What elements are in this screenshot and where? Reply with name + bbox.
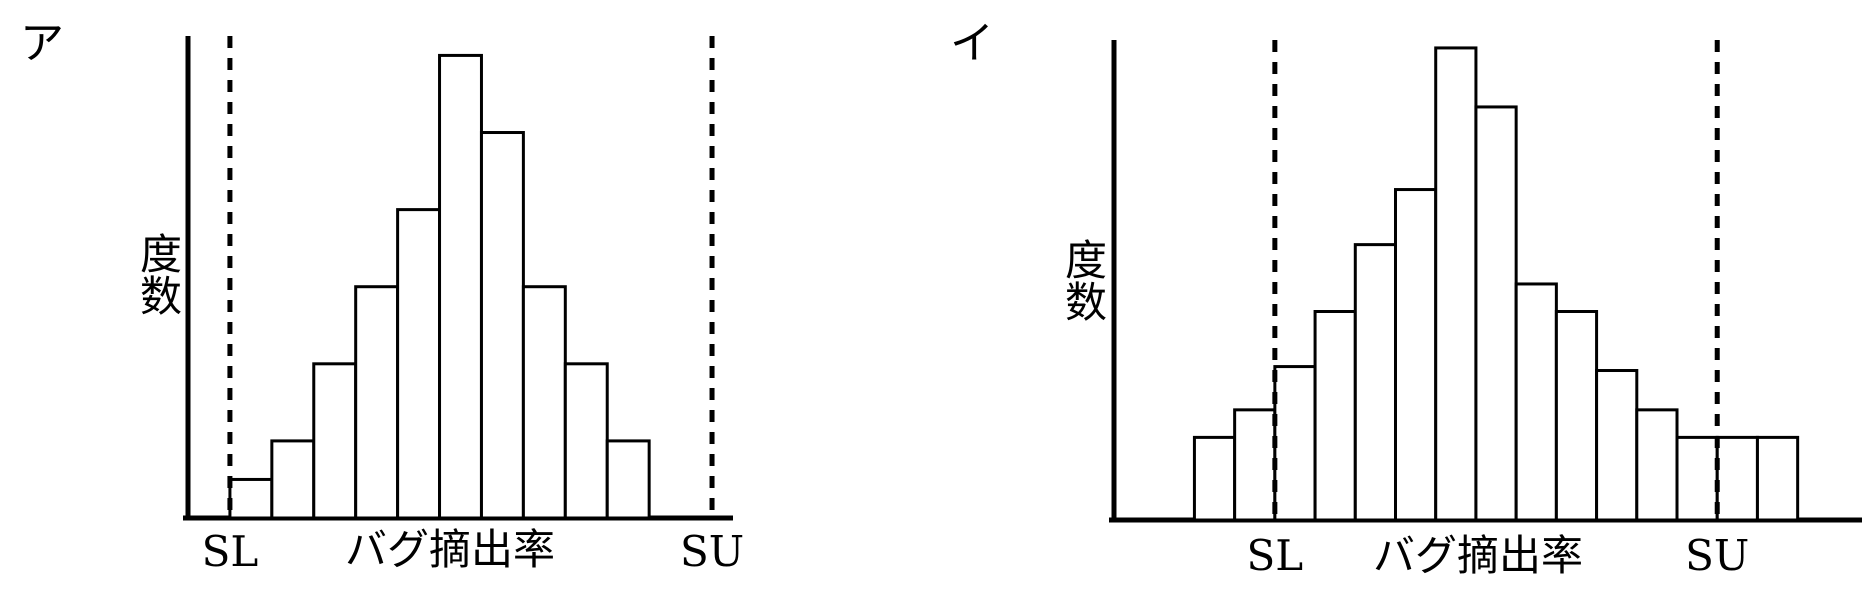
x-axis-label-a: バグ摘出率 [345,525,555,574]
bar-i-12 [1675,435,1719,522]
bar-i-7 [1474,105,1518,522]
bar-a-1 [270,439,316,520]
limit-label-su-a: SU [680,527,744,576]
bar-i-10 [1595,369,1639,522]
bar-i-8 [1514,282,1558,522]
bar-i-2 [1273,365,1317,522]
bar-i-6 [1434,46,1478,522]
chart-panel-i: イ SL SU 度数 バグ摘出率 [950,18,1862,580]
limit-label-sl-a: SL [202,527,259,576]
bar-i-3 [1313,310,1357,522]
y-axis-label-i: 度数 [1059,238,1108,322]
bar-i-11 [1635,408,1679,522]
bars-i [1192,46,1800,522]
bar-a-4 [396,208,442,520]
bar-i-1 [1233,408,1277,522]
x-axis-label-i: バグ摘出率 [1373,531,1583,580]
bar-i-4 [1353,243,1398,522]
bar-a-8 [563,362,609,520]
bar-i-0 [1192,435,1237,522]
bar-i-13 [1715,435,1759,522]
limits-i: SL SU [1247,40,1749,580]
bar-i-9 [1554,310,1599,522]
bar-i-14 [1755,435,1800,522]
bars-a [228,53,651,520]
chart-panel-a: ア SL SU 度数 バグ摘出率 [20,18,744,576]
bar-a-0 [228,477,274,520]
y-axis-label-a: 度数 [134,232,183,316]
bar-a-5 [438,53,483,520]
limit-label-su-i: SU [1685,531,1749,580]
bar-a-6 [479,131,525,520]
panel-label-a: ア [20,18,64,69]
panel-label-i: イ [950,18,994,69]
limit-label-sl-i: SL [1247,531,1304,580]
bar-i-5 [1394,188,1438,522]
limits-a: SL SU [202,36,744,576]
bar-a-7 [521,285,567,520]
bar-a-2 [312,362,358,520]
bar-a-3 [354,285,400,520]
bar-a-9 [605,439,651,520]
